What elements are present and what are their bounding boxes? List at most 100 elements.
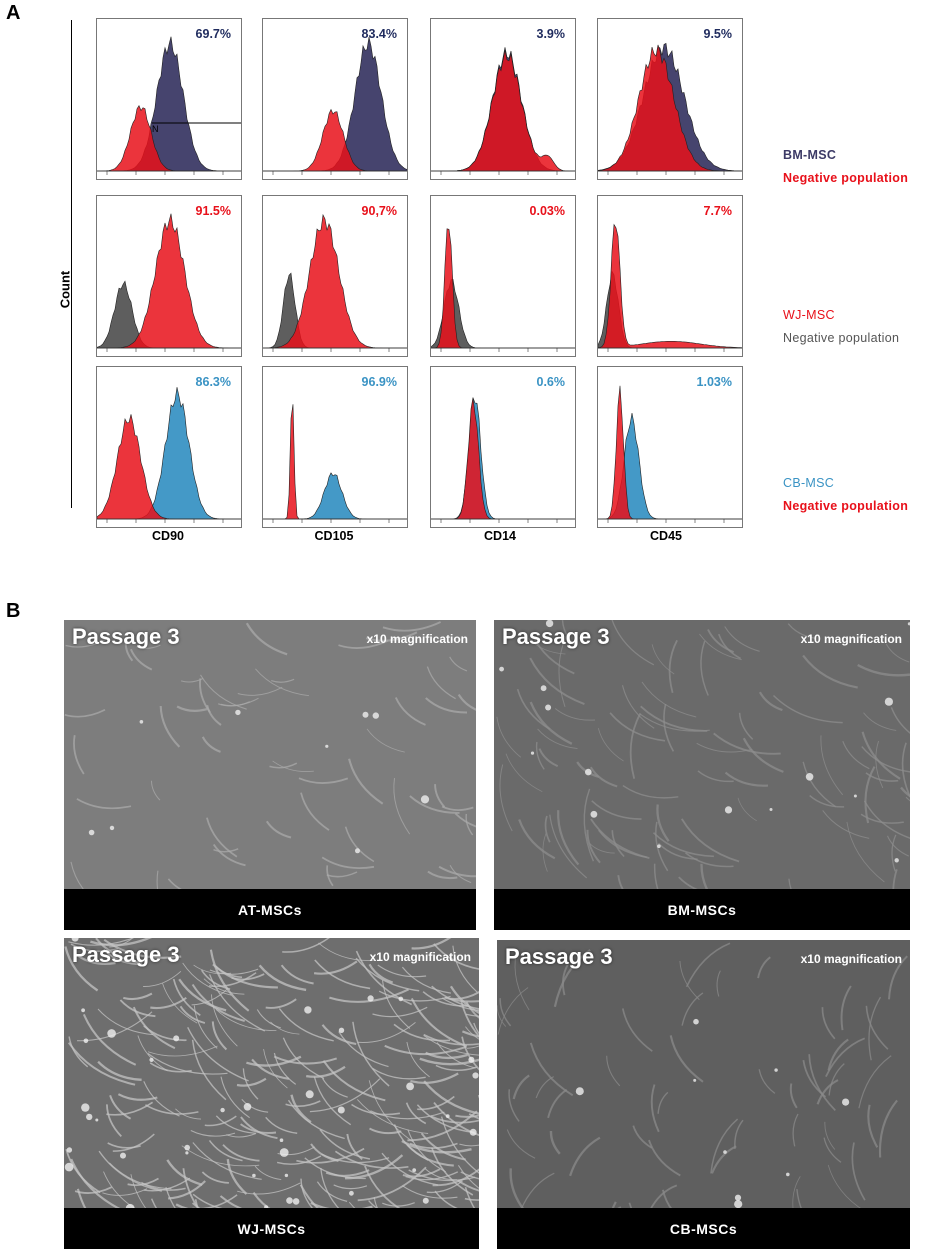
cell-texture [901,742,910,798]
legend-wj-msc: WJ-MSC [783,308,835,322]
cell-texture [329,988,409,1003]
cell-texture [886,835,910,857]
histogram-plot [598,385,742,523]
cell-texture [236,1077,267,1087]
cell-texture [179,1005,206,1024]
micrograph-image [64,620,476,889]
cell-texture [402,1168,441,1178]
cell-texture [452,945,478,993]
cell-texture [265,820,292,839]
cell-texture [282,938,330,953]
cell-texture [685,852,734,868]
cell-texture [365,631,418,642]
passage-label: Passage 3 [72,624,180,649]
cell-texture [857,663,910,677]
cell-texture [454,812,476,828]
cell-nucleus [292,1198,300,1205]
cell-texture [393,778,411,835]
cell-texture [438,865,476,878]
cell-texture [166,1159,203,1186]
cell-texture [827,1038,849,1071]
cell-nucleus [734,1200,743,1209]
cell-texture [132,1006,176,1050]
cell-nucleus [184,1144,190,1151]
cell-texture [591,800,642,820]
cell-texture [76,1188,88,1211]
cell-texture [742,737,784,773]
cell-texture [679,960,700,1001]
micrograph-wj-msc: Passage 3 x10 magnification WJ-MSCs [64,938,479,1249]
cell-texture [529,1042,574,1097]
cell-texture [561,620,577,647]
cell-texture [802,761,837,808]
cell-texture [344,826,375,863]
cell-texture [143,970,182,987]
cell-texture [245,622,288,656]
cell-nucleus [337,1106,345,1114]
legend-bm-msc: BM-MSC [783,148,837,162]
cell-texture [606,1055,621,1087]
percentage-label: 86.3% [195,375,231,389]
cell-texture [109,1162,172,1190]
cell-texture [435,1064,478,1071]
cell-texture [237,1182,301,1195]
cell-texture [265,1116,298,1135]
cell-texture [464,1197,479,1201]
cell-texture [151,780,161,801]
cell-nucleus [472,1072,479,1079]
cell-texture [95,938,143,965]
cell-texture [290,1094,312,1124]
cell-texture [825,1037,866,1077]
cell-texture [318,942,374,961]
cell-texture [554,708,596,721]
cell-texture [215,1009,277,1032]
negative-population-curve [431,397,575,520]
cell-texture [419,1057,479,1066]
cell-texture [851,1142,866,1201]
cell-nucleus [235,709,241,716]
histogram-cb-msc-cd90: 86.3% [96,366,242,528]
cell-texture [357,1022,416,1043]
cell-texture [162,983,198,1024]
cell-texture [296,1147,365,1164]
cell-texture [621,1008,653,1052]
cell-nucleus [445,1114,450,1118]
cell-texture [321,856,375,869]
cell-nucleus [585,768,592,776]
cell-nucleus [109,825,115,831]
cell-texture [506,1129,536,1159]
cell-texture [669,1035,704,1083]
histogram-wj-msc-cd45: 7.7% [597,195,743,357]
cell-texture [512,1074,530,1100]
cell-texture [406,1041,430,1078]
cell-texture [77,955,116,965]
cell-texture [738,712,754,740]
cell-texture [466,1045,479,1049]
cell-nucleus [304,1006,312,1014]
cell-texture [322,1078,348,1098]
cell-texture [117,1093,158,1101]
cell-texture [718,633,742,660]
cell-texture [821,1007,836,1040]
cell-texture [459,1143,479,1147]
cell-nucleus [252,1173,256,1178]
cell-nucleus [693,1018,699,1025]
cell-nucleus [86,1113,93,1121]
percentage-label: 90,7% [361,204,397,218]
cell-texture [107,1142,141,1149]
negative-population-curve [598,385,742,520]
cell-texture [319,1129,371,1160]
cell-texture [192,1142,262,1180]
cell-nucleus [173,1035,180,1042]
cell-nucleus [81,1103,90,1112]
cell-texture [246,1055,302,1067]
cell-texture [348,1201,359,1211]
cell-nucleus [338,1027,345,1033]
cell-texture [178,978,227,1012]
cell-nucleus [286,1197,293,1204]
cell-texture [127,1177,159,1187]
cell-texture [402,1185,458,1199]
caption-bar: WJ-MSCs [64,1208,479,1249]
cell-texture [465,1026,479,1040]
cell-texture [265,998,297,1009]
